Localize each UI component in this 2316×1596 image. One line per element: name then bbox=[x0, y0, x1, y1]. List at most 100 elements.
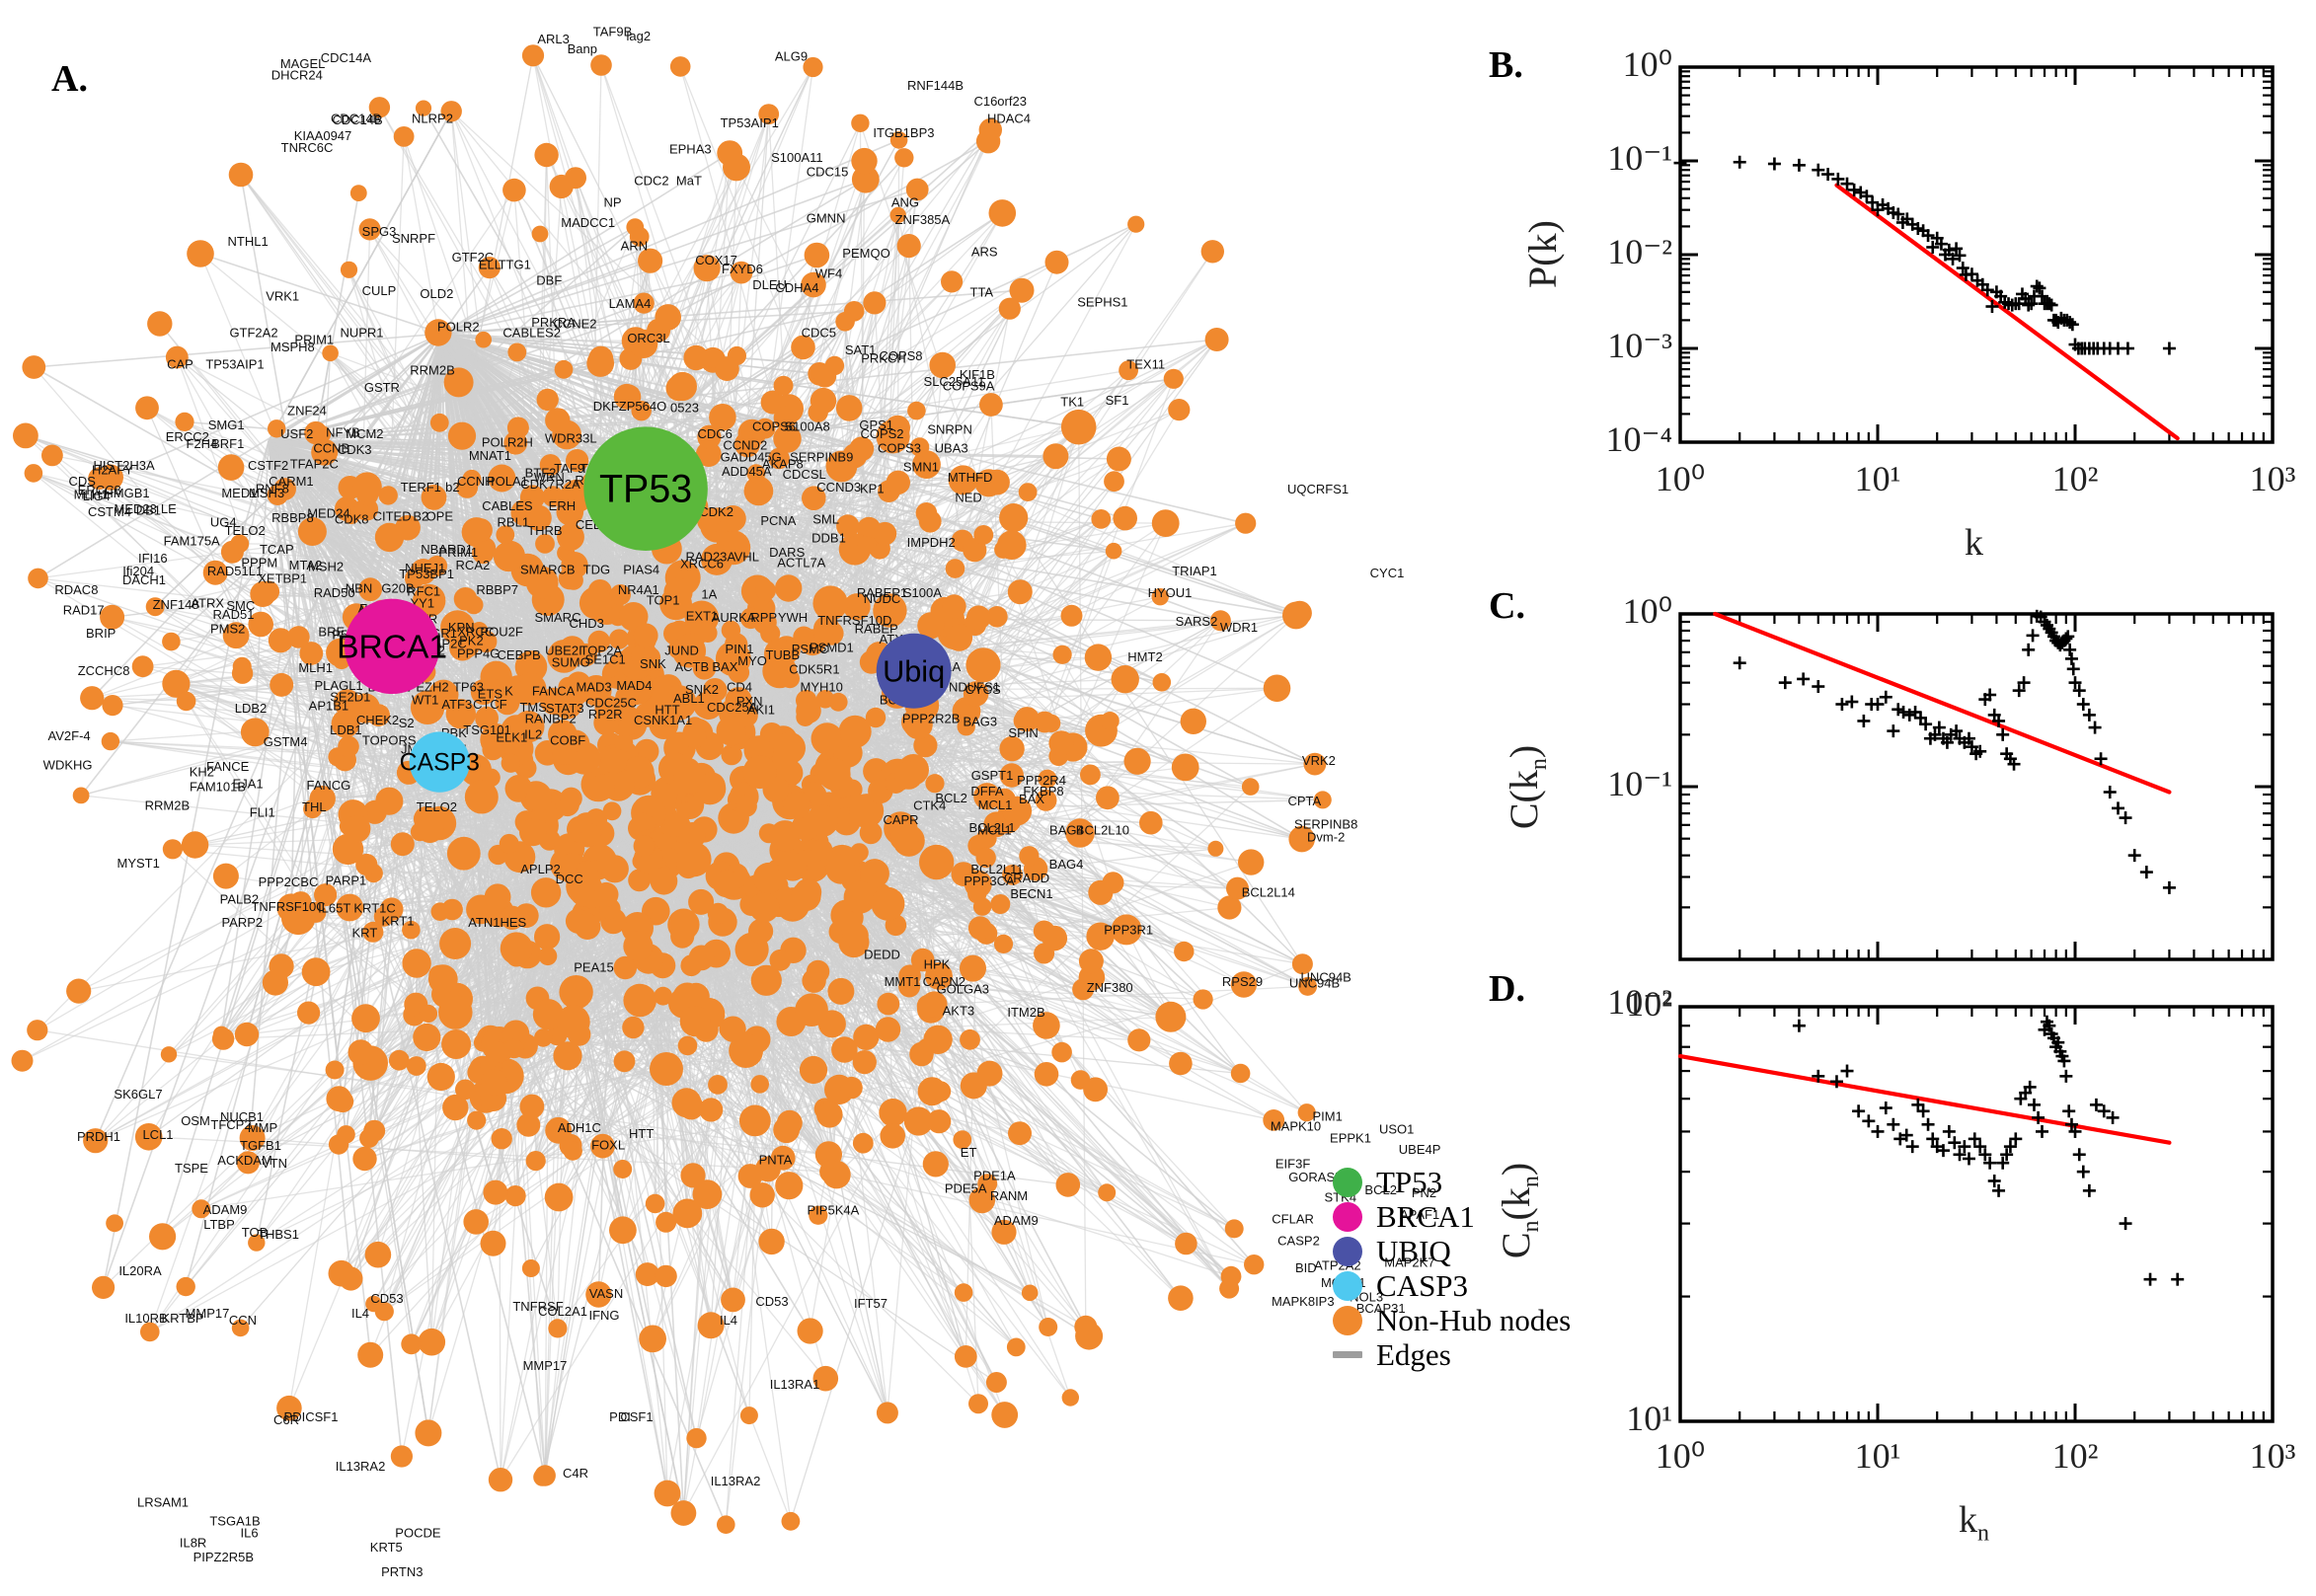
network-node[interactable] bbox=[773, 1116, 800, 1143]
network-node[interactable] bbox=[853, 1133, 874, 1154]
network-node[interactable] bbox=[545, 408, 570, 432]
network-node[interactable] bbox=[297, 1002, 320, 1025]
network-node[interactable] bbox=[676, 801, 694, 819]
network-node[interactable] bbox=[1061, 605, 1083, 627]
network-node[interactable] bbox=[601, 748, 627, 774]
network-node[interactable] bbox=[1264, 675, 1291, 703]
network-node[interactable] bbox=[919, 845, 954, 879]
network-node[interactable] bbox=[557, 1005, 590, 1038]
network-node[interactable] bbox=[994, 935, 1013, 953]
network-node[interactable] bbox=[713, 871, 740, 898]
network-node[interactable] bbox=[177, 1277, 195, 1296]
network-node[interactable] bbox=[375, 788, 403, 815]
network-node[interactable] bbox=[352, 472, 382, 501]
network-node[interactable] bbox=[1008, 579, 1033, 604]
network-node[interactable] bbox=[784, 792, 811, 819]
network-node[interactable] bbox=[481, 1069, 506, 1095]
network-node[interactable] bbox=[667, 909, 699, 941]
network-node[interactable] bbox=[601, 855, 629, 882]
network-node[interactable] bbox=[827, 978, 854, 1005]
network-node[interactable] bbox=[930, 1081, 951, 1102]
network-node[interactable] bbox=[813, 364, 836, 387]
network-node[interactable] bbox=[564, 1141, 582, 1160]
network-node[interactable] bbox=[942, 594, 965, 618]
network-node[interactable] bbox=[798, 1318, 823, 1343]
network-node[interactable] bbox=[946, 625, 972, 651]
network-node[interactable] bbox=[646, 1194, 665, 1214]
network-node[interactable] bbox=[876, 1017, 900, 1041]
network-node[interactable] bbox=[656, 1212, 676, 1233]
network-node[interactable] bbox=[447, 837, 481, 871]
network-node[interactable] bbox=[1007, 1338, 1026, 1357]
network-node[interactable] bbox=[22, 355, 45, 379]
network-node[interactable] bbox=[835, 312, 855, 332]
network-node[interactable] bbox=[989, 199, 1017, 227]
network-node[interactable] bbox=[532, 226, 549, 243]
network-node[interactable] bbox=[941, 270, 963, 292]
network-node[interactable] bbox=[708, 903, 729, 924]
network-node[interactable] bbox=[807, 960, 829, 983]
network-node[interactable] bbox=[655, 1265, 676, 1287]
network-node[interactable] bbox=[322, 345, 339, 362]
network-node[interactable] bbox=[1238, 849, 1264, 874]
network-node[interactable] bbox=[1022, 1285, 1039, 1302]
network-node[interactable] bbox=[796, 708, 814, 726]
network-node[interactable] bbox=[187, 240, 214, 267]
network-node[interactable] bbox=[357, 1342, 383, 1368]
network-node[interactable] bbox=[419, 1329, 446, 1356]
network-node[interactable] bbox=[874, 522, 897, 546]
network-node[interactable] bbox=[877, 993, 899, 1016]
network-node[interactable] bbox=[27, 1020, 47, 1040]
network-node[interactable] bbox=[800, 1056, 827, 1084]
network-node[interactable] bbox=[177, 692, 196, 712]
network-node[interactable] bbox=[13, 423, 39, 449]
network-node[interactable] bbox=[831, 1036, 858, 1063]
network-node[interactable] bbox=[218, 454, 245, 481]
network-node[interactable] bbox=[149, 1223, 176, 1250]
network-node[interactable] bbox=[389, 1050, 410, 1071]
network-node[interactable] bbox=[539, 947, 558, 965]
network-node[interactable] bbox=[750, 1075, 769, 1094]
network-node[interactable] bbox=[407, 1056, 426, 1076]
network-node[interactable] bbox=[428, 964, 458, 994]
network-node[interactable] bbox=[1083, 1077, 1108, 1102]
network-node[interactable] bbox=[25, 464, 43, 483]
network-node[interactable] bbox=[522, 44, 544, 66]
network-node[interactable] bbox=[348, 1039, 374, 1065]
network-node[interactable] bbox=[735, 796, 757, 817]
network-node[interactable] bbox=[507, 343, 526, 362]
network-node[interactable] bbox=[880, 1123, 905, 1149]
network-node[interactable] bbox=[769, 950, 791, 971]
network-node[interactable] bbox=[102, 732, 119, 750]
network-node[interactable] bbox=[917, 1038, 935, 1056]
network-node[interactable] bbox=[535, 1465, 556, 1485]
network-node[interactable] bbox=[614, 1050, 636, 1072]
network-node[interactable] bbox=[338, 736, 359, 758]
network-node[interactable] bbox=[897, 234, 921, 258]
network-node[interactable] bbox=[916, 502, 938, 524]
network-node[interactable] bbox=[1062, 1389, 1079, 1406]
network-node[interactable] bbox=[1080, 765, 1101, 786]
network-node[interactable] bbox=[999, 503, 1028, 532]
network-node[interactable] bbox=[270, 673, 293, 697]
network-node[interactable] bbox=[1221, 1266, 1242, 1287]
network-node[interactable] bbox=[586, 349, 614, 377]
network-node[interactable] bbox=[840, 719, 870, 748]
network-node[interactable] bbox=[537, 389, 559, 411]
network-node[interactable] bbox=[182, 831, 208, 858]
network-node[interactable] bbox=[738, 1164, 763, 1188]
network-node[interactable] bbox=[504, 1185, 525, 1206]
network-node[interactable] bbox=[548, 1319, 567, 1337]
network-node[interactable] bbox=[1085, 644, 1112, 670]
network-node[interactable] bbox=[1048, 730, 1074, 756]
network-node[interactable] bbox=[489, 1468, 512, 1491]
network-node[interactable] bbox=[1282, 602, 1310, 630]
network-node[interactable] bbox=[415, 1419, 441, 1446]
network-node[interactable] bbox=[80, 686, 104, 710]
network-node[interactable] bbox=[965, 647, 1000, 682]
network-node[interactable] bbox=[467, 1111, 486, 1130]
network-node[interactable] bbox=[1035, 1062, 1059, 1087]
network-node[interactable] bbox=[818, 758, 851, 791]
network-node[interactable] bbox=[1019, 483, 1038, 501]
network-node[interactable] bbox=[829, 693, 848, 712]
